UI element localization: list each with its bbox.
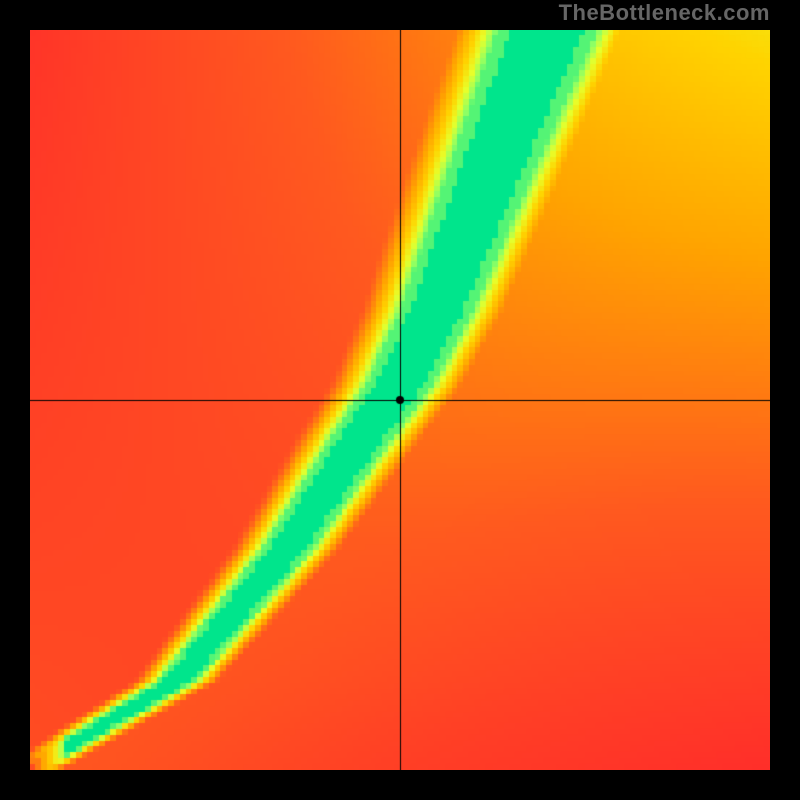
watermark-text: TheBottleneck.com [559,0,770,26]
chart-container: TheBottleneck.com [0,0,800,800]
heatmap-plot [30,30,770,770]
